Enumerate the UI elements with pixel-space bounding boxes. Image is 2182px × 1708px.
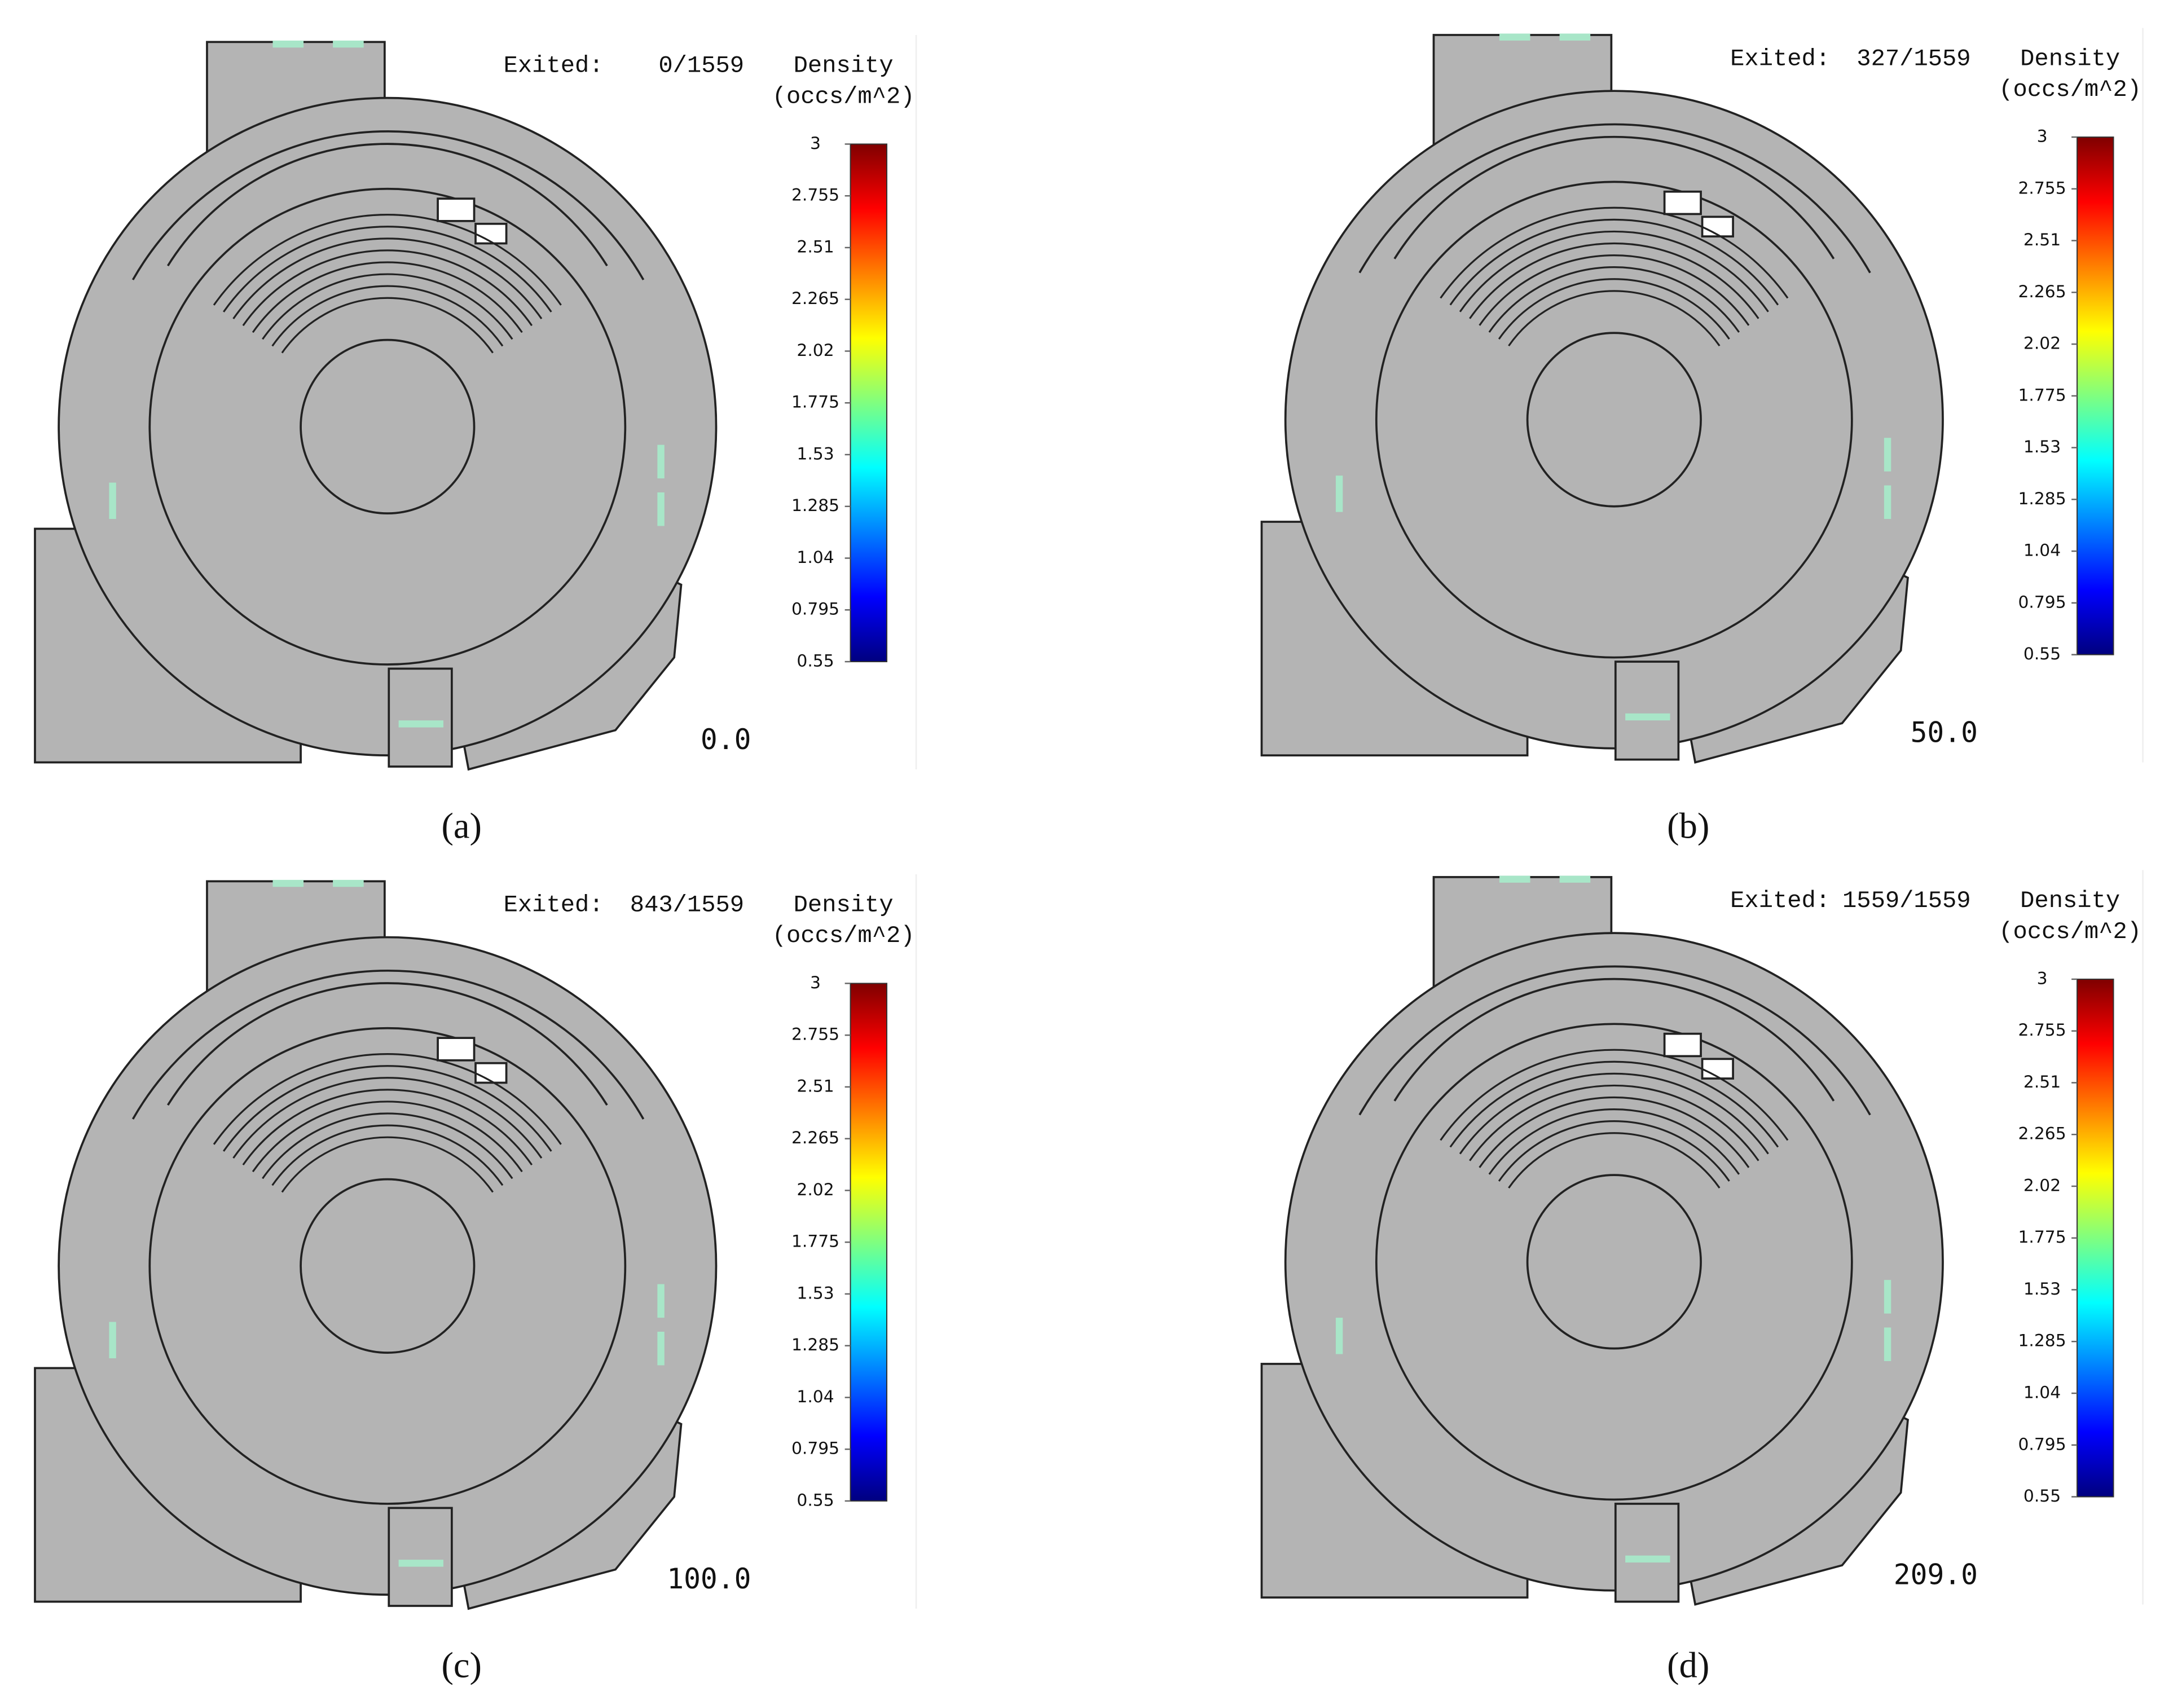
colorbar-tick-label: 2.51 — [797, 237, 834, 257]
panel: Exited: 327/1559 Density (occs/m^2) 3 2.755 2.… — [1260, 28, 2144, 764]
colorbar-tick-label: 3 — [2037, 127, 2048, 147]
colorbar-tick-label: 1.04 — [2023, 1383, 2061, 1403]
colorbar-tick-label: 2.51 — [797, 1076, 834, 1096]
colorbar-tick-label: 1.53 — [2023, 437, 2061, 457]
time: 50.0 — [1911, 716, 1978, 749]
panel: Exited: 1559/1559 Density (occs/m^2) 3 2.755 2… — [1260, 870, 2144, 1606]
exited-count: 1559/1559 — [1842, 887, 1971, 914]
colorbar-tick-label: 0.795 — [2018, 592, 2066, 612]
colorbar-tick-label: 1.04 — [797, 548, 834, 567]
exited-count: 843/1559 — [630, 892, 744, 919]
colorbar-tick-label: 2.755 — [791, 1025, 839, 1045]
panel: Exited: 843/1559 Density (occs/m^2) 3 2.755 2.… — [34, 874, 917, 1610]
colorbar-title: Density — [2020, 45, 2120, 72]
colorbar-tick-label: 2.02 — [797, 1180, 834, 1200]
colorbar-tick-label: 1.04 — [797, 1387, 834, 1407]
colorbar — [850, 983, 887, 1502]
colorbar-tick-label: 2.755 — [791, 186, 839, 205]
colorbar-tick-label: 2.265 — [791, 289, 839, 309]
colorbar-unit: (occs/m^2) — [1999, 76, 2141, 103]
exited-label: Exited: — [504, 892, 604, 919]
colorbar-tick-label: 0.795 — [791, 600, 839, 619]
colorbar-tick-label: 1.53 — [797, 1283, 834, 1303]
colorbar — [850, 143, 887, 663]
colorbar-tick-label: 2.02 — [2023, 334, 2061, 354]
colorbar-tick-label: 0.795 — [2018, 1434, 2066, 1454]
colorbar-tick-label: 0.55 — [797, 1490, 834, 1510]
colorbar-tick-label: 1.53 — [2023, 1279, 2061, 1299]
exited-label: Exited: — [1730, 45, 1830, 72]
panel-label: (c) — [441, 1645, 482, 1685]
colorbar-tick-label: 1.285 — [2018, 1331, 2066, 1351]
colorbar-tick-label: 3 — [810, 134, 821, 153]
colorbar-tick-label: 3 — [810, 973, 821, 993]
panel-label: (b) — [1667, 805, 1709, 846]
colorbar — [2077, 137, 2114, 655]
floor-plan — [34, 39, 718, 771]
colorbar-title: Density — [794, 892, 894, 919]
time: 209.0 — [1894, 1558, 1978, 1591]
colorbar-tick-label: 2.265 — [791, 1128, 839, 1148]
time: 0.0 — [701, 723, 751, 756]
colorbar-tick-label: 2.02 — [797, 341, 834, 360]
colorbar-tick-label: 1.285 — [791, 1335, 839, 1355]
panel: Exited: 0/1559 Density (occs/m^2) 3 2.755 2.51… — [34, 34, 917, 771]
colorbar-tick-label: 2.265 — [2018, 1124, 2066, 1144]
colorbar-tick-label: 1.775 — [2018, 1227, 2066, 1247]
colorbar-tick-label: 2.51 — [2023, 230, 2061, 250]
colorbar-tick-label: 0.55 — [2023, 644, 2061, 664]
colorbar-tick-label: 0.55 — [797, 651, 834, 671]
exited-label: Exited: — [504, 52, 604, 80]
colorbar-tick-label: 0.55 — [2023, 1486, 2061, 1506]
time: 100.0 — [667, 1562, 751, 1595]
colorbar-unit: (occs/m^2) — [1999, 918, 2141, 945]
exited-count: 0/1559 — [658, 52, 744, 80]
panel-label: (d) — [1667, 1645, 1709, 1685]
colorbar-unit: (occs/m^2) — [772, 922, 915, 949]
exited-label: Exited: — [1730, 887, 1830, 914]
colorbar-tick-label: 1.285 — [791, 496, 839, 516]
floor-plan — [34, 879, 718, 1610]
colorbar-tick-label: 2.755 — [2018, 178, 2066, 198]
colorbar-tick-label: 2.755 — [2018, 1020, 2066, 1040]
colorbar-tick-label: 1.775 — [791, 1232, 839, 1252]
colorbar-tick-label: 3 — [2037, 969, 2048, 988]
colorbar — [2077, 978, 2114, 1498]
colorbar-unit: (occs/m^2) — [772, 83, 915, 110]
colorbar-tick-label: 1.285 — [2018, 489, 2066, 509]
colorbar-tick-label: 2.265 — [2018, 282, 2066, 302]
colorbar-tick-label: 1.53 — [797, 444, 834, 464]
colorbar-title: Density — [2020, 887, 2120, 914]
colorbar-tick-label: 2.51 — [2023, 1072, 2061, 1092]
floor-plan — [1260, 32, 1944, 764]
colorbar-tick-label: 0.795 — [791, 1439, 839, 1459]
panel-label: (a) — [441, 805, 482, 846]
floor-plan — [1260, 874, 1944, 1606]
colorbar-tick-label: 1.04 — [2023, 541, 2061, 561]
colorbar-title: Density — [794, 52, 894, 80]
colorbar-tick-label: 1.775 — [2018, 385, 2066, 405]
colorbar-tick-label: 2.02 — [2023, 1176, 2061, 1195]
colorbar-tick-label: 1.775 — [791, 393, 839, 412]
exited-count: 327/1559 — [1857, 45, 1970, 72]
